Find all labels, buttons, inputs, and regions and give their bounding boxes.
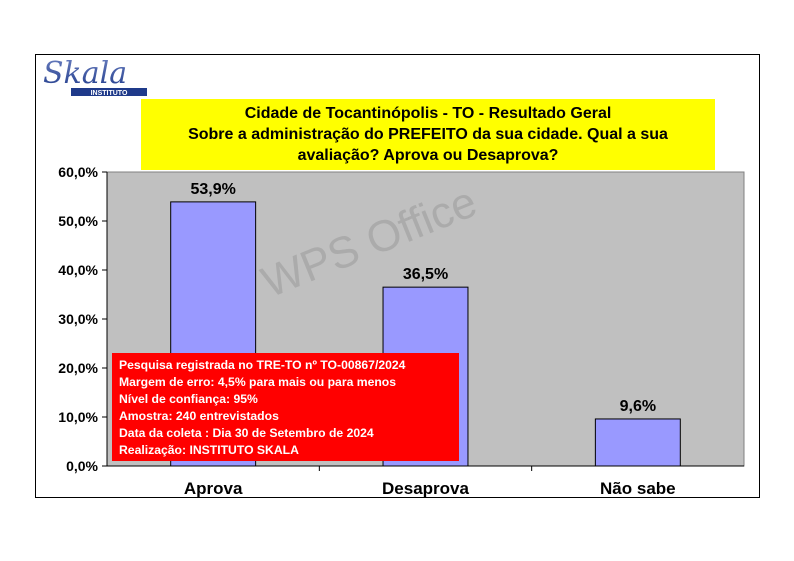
skala-logo: Skala INSTITUTO <box>43 56 147 97</box>
info-line-date: Data da coleta : Dia 30 de Setembro de 2… <box>119 426 374 440</box>
info-line-sample: Amostra: 240 entrevistados <box>119 409 279 423</box>
y-tick-label: 10,0% <box>58 409 98 425</box>
data-label: 36,5% <box>403 266 448 283</box>
logo-subtext: INSTITUTO <box>91 90 128 97</box>
chart-title: Cidade de Tocantinópolis - TO - Resultad… <box>141 99 715 170</box>
chart-title-line-3: avaliação? Aprova ou Desaprova? <box>297 147 559 164</box>
y-tick-label: 0,0% <box>66 458 98 474</box>
survey-info-box: Pesquisa registrada no TRE-TO nº TO-0086… <box>112 353 459 461</box>
info-line-author: Realização: INSTITUTO SKALA <box>119 443 299 457</box>
info-line-registration: Pesquisa registrada no TRE-TO nº TO-0086… <box>119 358 406 372</box>
data-label: 53,9% <box>190 181 235 198</box>
info-line-margin: Margem de erro: 4,5% para mais ou para m… <box>119 375 397 389</box>
y-tick-label: 40,0% <box>58 262 98 278</box>
y-tick-label: 20,0% <box>58 360 98 376</box>
y-tick-label: 60,0% <box>58 164 98 180</box>
info-line-confidence: Nível de confiança: 95% <box>119 392 258 406</box>
y-tick-label: 30,0% <box>58 311 98 327</box>
x-tick-label: Aprova <box>184 479 243 498</box>
y-tick-label: 50,0% <box>58 213 98 229</box>
logo-text: Skala <box>43 56 127 91</box>
chart-title-line-2: Sobre a administração do PREFEITO da sua… <box>188 126 668 143</box>
x-tick-label: Desaprova <box>382 479 469 498</box>
data-label: 9,6% <box>620 398 656 415</box>
x-tick-label: Não sabe <box>600 479 676 498</box>
bar-2 <box>594 418 681 467</box>
chart-title-line-1: Cidade de Tocantinópolis - TO - Resultad… <box>244 105 612 122</box>
